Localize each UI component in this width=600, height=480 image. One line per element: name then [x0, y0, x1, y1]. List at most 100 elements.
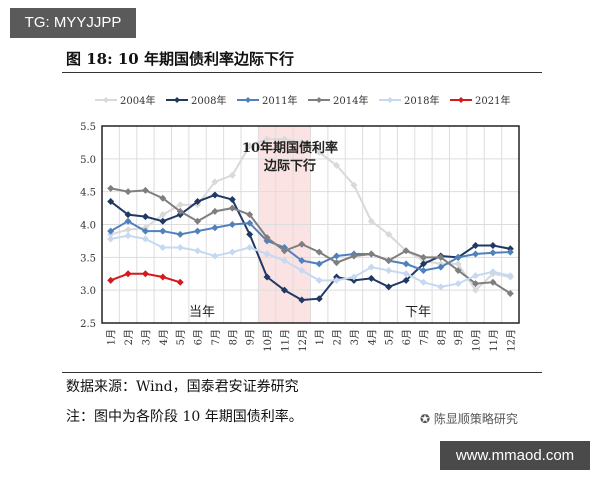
data-point — [176, 201, 184, 209]
data-point — [176, 230, 184, 238]
data-point — [211, 224, 219, 232]
data-point — [246, 243, 254, 251]
x-tick-label: 4月 — [158, 329, 170, 345]
data-point — [419, 278, 427, 286]
data-point — [107, 198, 115, 206]
data-point — [402, 276, 410, 284]
data-point — [263, 234, 271, 242]
data-point — [419, 266, 427, 274]
x-tick-label: 12月 — [505, 329, 517, 352]
data-point — [124, 270, 132, 278]
data-point — [280, 135, 288, 143]
data-point — [333, 252, 341, 260]
data-point — [124, 217, 132, 225]
legend-label: 2014年 — [333, 94, 368, 107]
x-tick-label: 2月 — [123, 329, 135, 345]
data-point — [333, 259, 341, 267]
data-point — [107, 227, 115, 235]
data-point — [315, 248, 323, 256]
data-point — [298, 138, 306, 146]
data-point — [141, 235, 149, 243]
data-point — [437, 263, 445, 271]
data-point — [124, 188, 132, 196]
legend-label: 2008年 — [191, 94, 226, 107]
data-point — [246, 142, 254, 150]
data-point — [176, 243, 184, 251]
logo-text: 陈显顺策略研究 — [433, 412, 518, 426]
data-point — [228, 204, 236, 212]
x-tick-label: 6月 — [401, 329, 413, 345]
data-point — [472, 250, 480, 258]
data-point — [350, 273, 358, 281]
data-point — [472, 280, 480, 288]
data-point — [333, 276, 341, 284]
data-point — [194, 217, 202, 225]
note-text: 注：图中为各阶段 10 年期国债利率。 — [66, 409, 303, 425]
legend-label: 2021年 — [475, 94, 510, 107]
x-tick-label: 10月 — [471, 329, 483, 352]
data-point — [228, 248, 236, 256]
legend-label: 2004年 — [120, 94, 155, 107]
legend-marker — [103, 97, 109, 103]
data-point — [437, 283, 445, 291]
plot-frame — [101, 125, 520, 324]
data-point — [280, 247, 288, 255]
data-point — [246, 219, 254, 227]
shaded-annotation: 10年期国债利率 — [242, 140, 338, 156]
x-tick-label: 5月 — [175, 329, 187, 345]
legend-marker — [245, 97, 251, 103]
data-point — [402, 247, 410, 255]
data-point — [211, 207, 219, 215]
data-point — [350, 252, 358, 260]
data-point — [141, 213, 149, 221]
data-point — [228, 196, 236, 204]
data-point — [228, 171, 236, 179]
data-point — [159, 273, 167, 281]
data-point — [472, 286, 480, 294]
data-point — [141, 186, 149, 194]
data-point — [159, 227, 167, 235]
wechat-icon: ✪ — [420, 412, 434, 426]
data-point — [454, 253, 462, 261]
data-point — [350, 181, 358, 189]
data-point — [107, 276, 115, 284]
data-point — [385, 230, 393, 238]
data-point — [333, 161, 341, 169]
data-point — [194, 227, 202, 235]
data-point — [176, 278, 184, 286]
data-point — [107, 235, 115, 243]
data-point — [419, 260, 427, 268]
x-tick-label: 4月 — [366, 329, 378, 345]
data-point — [263, 250, 271, 258]
year1-annotation: 当年 — [189, 305, 215, 320]
data-point — [367, 263, 375, 271]
data-point — [159, 217, 167, 225]
wechat-logo: ✪ 陈显顺策略研究 — [420, 410, 518, 427]
data-point — [315, 148, 323, 156]
data-point — [211, 178, 219, 186]
data-point — [367, 274, 375, 282]
data-point — [506, 248, 514, 256]
year2-annotation: 下年 — [405, 305, 431, 320]
x-tick-label: 11月 — [488, 329, 500, 352]
x-tick-label: 10月 — [262, 329, 274, 352]
data-point — [472, 242, 480, 250]
data-point — [489, 249, 497, 257]
data-point — [141, 227, 149, 235]
data-point — [298, 266, 306, 274]
x-tick-label: 1月 — [314, 329, 326, 345]
source-text: 数据来源：Wind，国泰君安证券研究 — [66, 379, 299, 395]
y-tick-label: 2.5 — [80, 319, 96, 330]
x-tick-label: 8月 — [436, 329, 448, 345]
data-point — [506, 272, 514, 280]
data-point — [280, 286, 288, 294]
data-point — [176, 207, 184, 215]
data-point — [159, 211, 167, 219]
data-point — [402, 260, 410, 268]
data-point — [454, 280, 462, 288]
x-tick-label: 3月 — [140, 329, 152, 345]
y-tick-label: 4.5 — [80, 188, 96, 199]
data-point — [124, 211, 132, 219]
data-point — [489, 242, 497, 250]
